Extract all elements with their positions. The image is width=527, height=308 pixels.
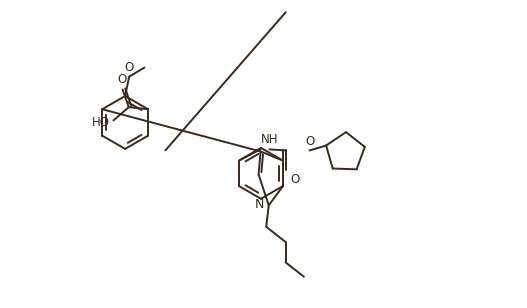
- Text: HO: HO: [91, 116, 110, 129]
- Text: O: O: [124, 61, 134, 74]
- Text: NH: NH: [261, 133, 278, 146]
- Text: O: O: [291, 173, 300, 186]
- Text: O: O: [118, 73, 126, 86]
- Text: O: O: [306, 135, 315, 148]
- Text: N: N: [255, 198, 264, 211]
